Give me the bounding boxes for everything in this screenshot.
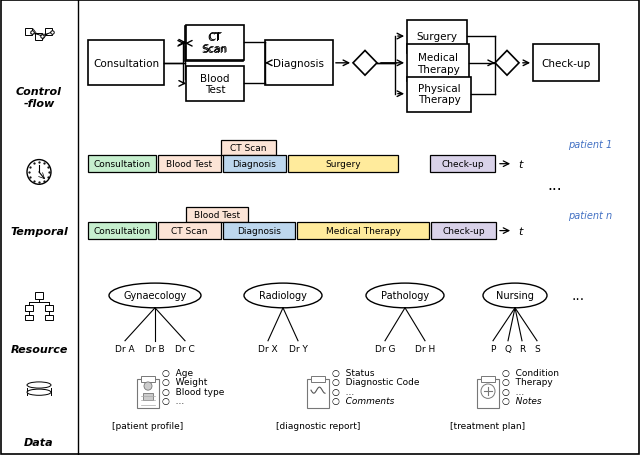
Circle shape	[27, 160, 51, 185]
FancyBboxPatch shape	[137, 379, 159, 408]
Polygon shape	[353, 51, 377, 76]
Text: t: t	[518, 226, 522, 236]
Text: Diagnosis: Diagnosis	[237, 227, 281, 236]
FancyBboxPatch shape	[186, 67, 244, 101]
FancyBboxPatch shape	[221, 141, 276, 156]
FancyBboxPatch shape	[143, 394, 153, 400]
FancyBboxPatch shape	[481, 376, 495, 382]
FancyBboxPatch shape	[223, 156, 286, 172]
Text: Data: Data	[24, 437, 54, 447]
FancyBboxPatch shape	[307, 379, 329, 408]
Text: Diagnosis: Diagnosis	[232, 160, 276, 169]
Text: Blood Test: Blood Test	[166, 160, 212, 169]
Text: P: P	[490, 345, 496, 354]
Text: t: t	[518, 159, 522, 169]
FancyBboxPatch shape	[27, 395, 51, 403]
Circle shape	[144, 382, 152, 390]
Text: Medical
Therapy: Medical Therapy	[417, 53, 460, 75]
Ellipse shape	[27, 399, 51, 406]
FancyBboxPatch shape	[158, 156, 221, 172]
Text: Gynaecology: Gynaecology	[124, 291, 187, 301]
Text: [diagnostic report]: [diagnostic report]	[276, 421, 360, 430]
Text: Dr Y: Dr Y	[289, 345, 307, 354]
Text: Dr H: Dr H	[415, 345, 435, 354]
Text: CT
Scan: CT Scan	[202, 33, 227, 55]
Ellipse shape	[109, 283, 201, 308]
FancyBboxPatch shape	[88, 41, 164, 86]
Text: Dr C: Dr C	[175, 345, 195, 354]
Text: [patient profile]: [patient profile]	[113, 421, 184, 430]
FancyBboxPatch shape	[158, 223, 221, 239]
Text: [treatment plan]: [treatment plan]	[451, 421, 525, 430]
FancyBboxPatch shape	[35, 34, 42, 41]
Text: ○  ...: ○ ...	[332, 387, 355, 396]
FancyBboxPatch shape	[407, 78, 471, 113]
FancyBboxPatch shape	[430, 156, 495, 172]
FancyBboxPatch shape	[35, 293, 43, 299]
Text: ○  Therapy: ○ Therapy	[502, 378, 553, 387]
FancyBboxPatch shape	[288, 156, 398, 172]
Text: Surgery: Surgery	[325, 160, 361, 169]
Text: ○  Condition: ○ Condition	[502, 369, 559, 377]
Polygon shape	[495, 51, 519, 76]
FancyBboxPatch shape	[45, 305, 53, 311]
FancyBboxPatch shape	[297, 223, 429, 239]
Text: Check-up: Check-up	[442, 227, 485, 236]
Circle shape	[481, 384, 495, 399]
FancyBboxPatch shape	[88, 156, 156, 172]
Text: ○  ...: ○ ...	[502, 387, 524, 396]
FancyBboxPatch shape	[407, 45, 469, 82]
FancyBboxPatch shape	[407, 20, 467, 53]
FancyBboxPatch shape	[186, 25, 244, 61]
Ellipse shape	[244, 283, 322, 308]
Ellipse shape	[27, 382, 51, 388]
Ellipse shape	[27, 396, 51, 403]
Text: Check-up: Check-up	[441, 160, 484, 169]
Text: Control
-flow: Control -flow	[16, 87, 62, 108]
Text: Nursing: Nursing	[496, 291, 534, 301]
Text: Q: Q	[504, 345, 511, 354]
FancyBboxPatch shape	[27, 388, 51, 395]
Text: Dr G: Dr G	[375, 345, 396, 354]
Text: Blood
Test: Blood Test	[200, 73, 230, 95]
Text: Consultation: Consultation	[93, 227, 150, 236]
Text: Diagnosis: Diagnosis	[273, 59, 324, 69]
FancyBboxPatch shape	[186, 207, 248, 223]
FancyBboxPatch shape	[141, 376, 155, 382]
Text: Radiology: Radiology	[259, 291, 307, 301]
FancyBboxPatch shape	[431, 223, 496, 239]
FancyBboxPatch shape	[311, 376, 325, 382]
Text: ○  Notes: ○ Notes	[502, 396, 541, 405]
Text: Surgery: Surgery	[417, 32, 458, 42]
Text: Blood Test: Blood Test	[194, 211, 240, 220]
FancyBboxPatch shape	[88, 223, 156, 239]
FancyBboxPatch shape	[477, 379, 499, 408]
Text: Consultation: Consultation	[93, 59, 159, 69]
Ellipse shape	[27, 392, 51, 399]
FancyBboxPatch shape	[25, 305, 33, 311]
Text: ○  ...: ○ ...	[162, 396, 184, 405]
Text: Dr A: Dr A	[115, 345, 135, 354]
Text: CT Scan: CT Scan	[172, 227, 208, 236]
Text: ○  Weight: ○ Weight	[162, 378, 207, 387]
Ellipse shape	[27, 389, 51, 395]
FancyBboxPatch shape	[25, 29, 32, 36]
Text: ○  Age: ○ Age	[162, 369, 193, 377]
Text: patient 1: patient 1	[568, 140, 612, 150]
Text: ○  Diagnostic Code: ○ Diagnostic Code	[332, 378, 419, 387]
Text: ...: ...	[572, 289, 584, 303]
Text: ○  Comments: ○ Comments	[332, 396, 394, 405]
FancyBboxPatch shape	[45, 29, 52, 36]
Text: ○  Status: ○ Status	[332, 369, 374, 377]
Text: ○  Blood type: ○ Blood type	[162, 387, 225, 396]
FancyBboxPatch shape	[533, 45, 599, 82]
Text: Dr X: Dr X	[258, 345, 278, 354]
Text: CT
Scan: CT Scan	[202, 32, 228, 54]
FancyBboxPatch shape	[25, 315, 33, 320]
Text: ...: ...	[548, 177, 563, 192]
Ellipse shape	[483, 283, 547, 308]
Text: Pathology: Pathology	[381, 291, 429, 301]
FancyBboxPatch shape	[185, 27, 243, 61]
Text: Resource: Resource	[10, 344, 68, 354]
